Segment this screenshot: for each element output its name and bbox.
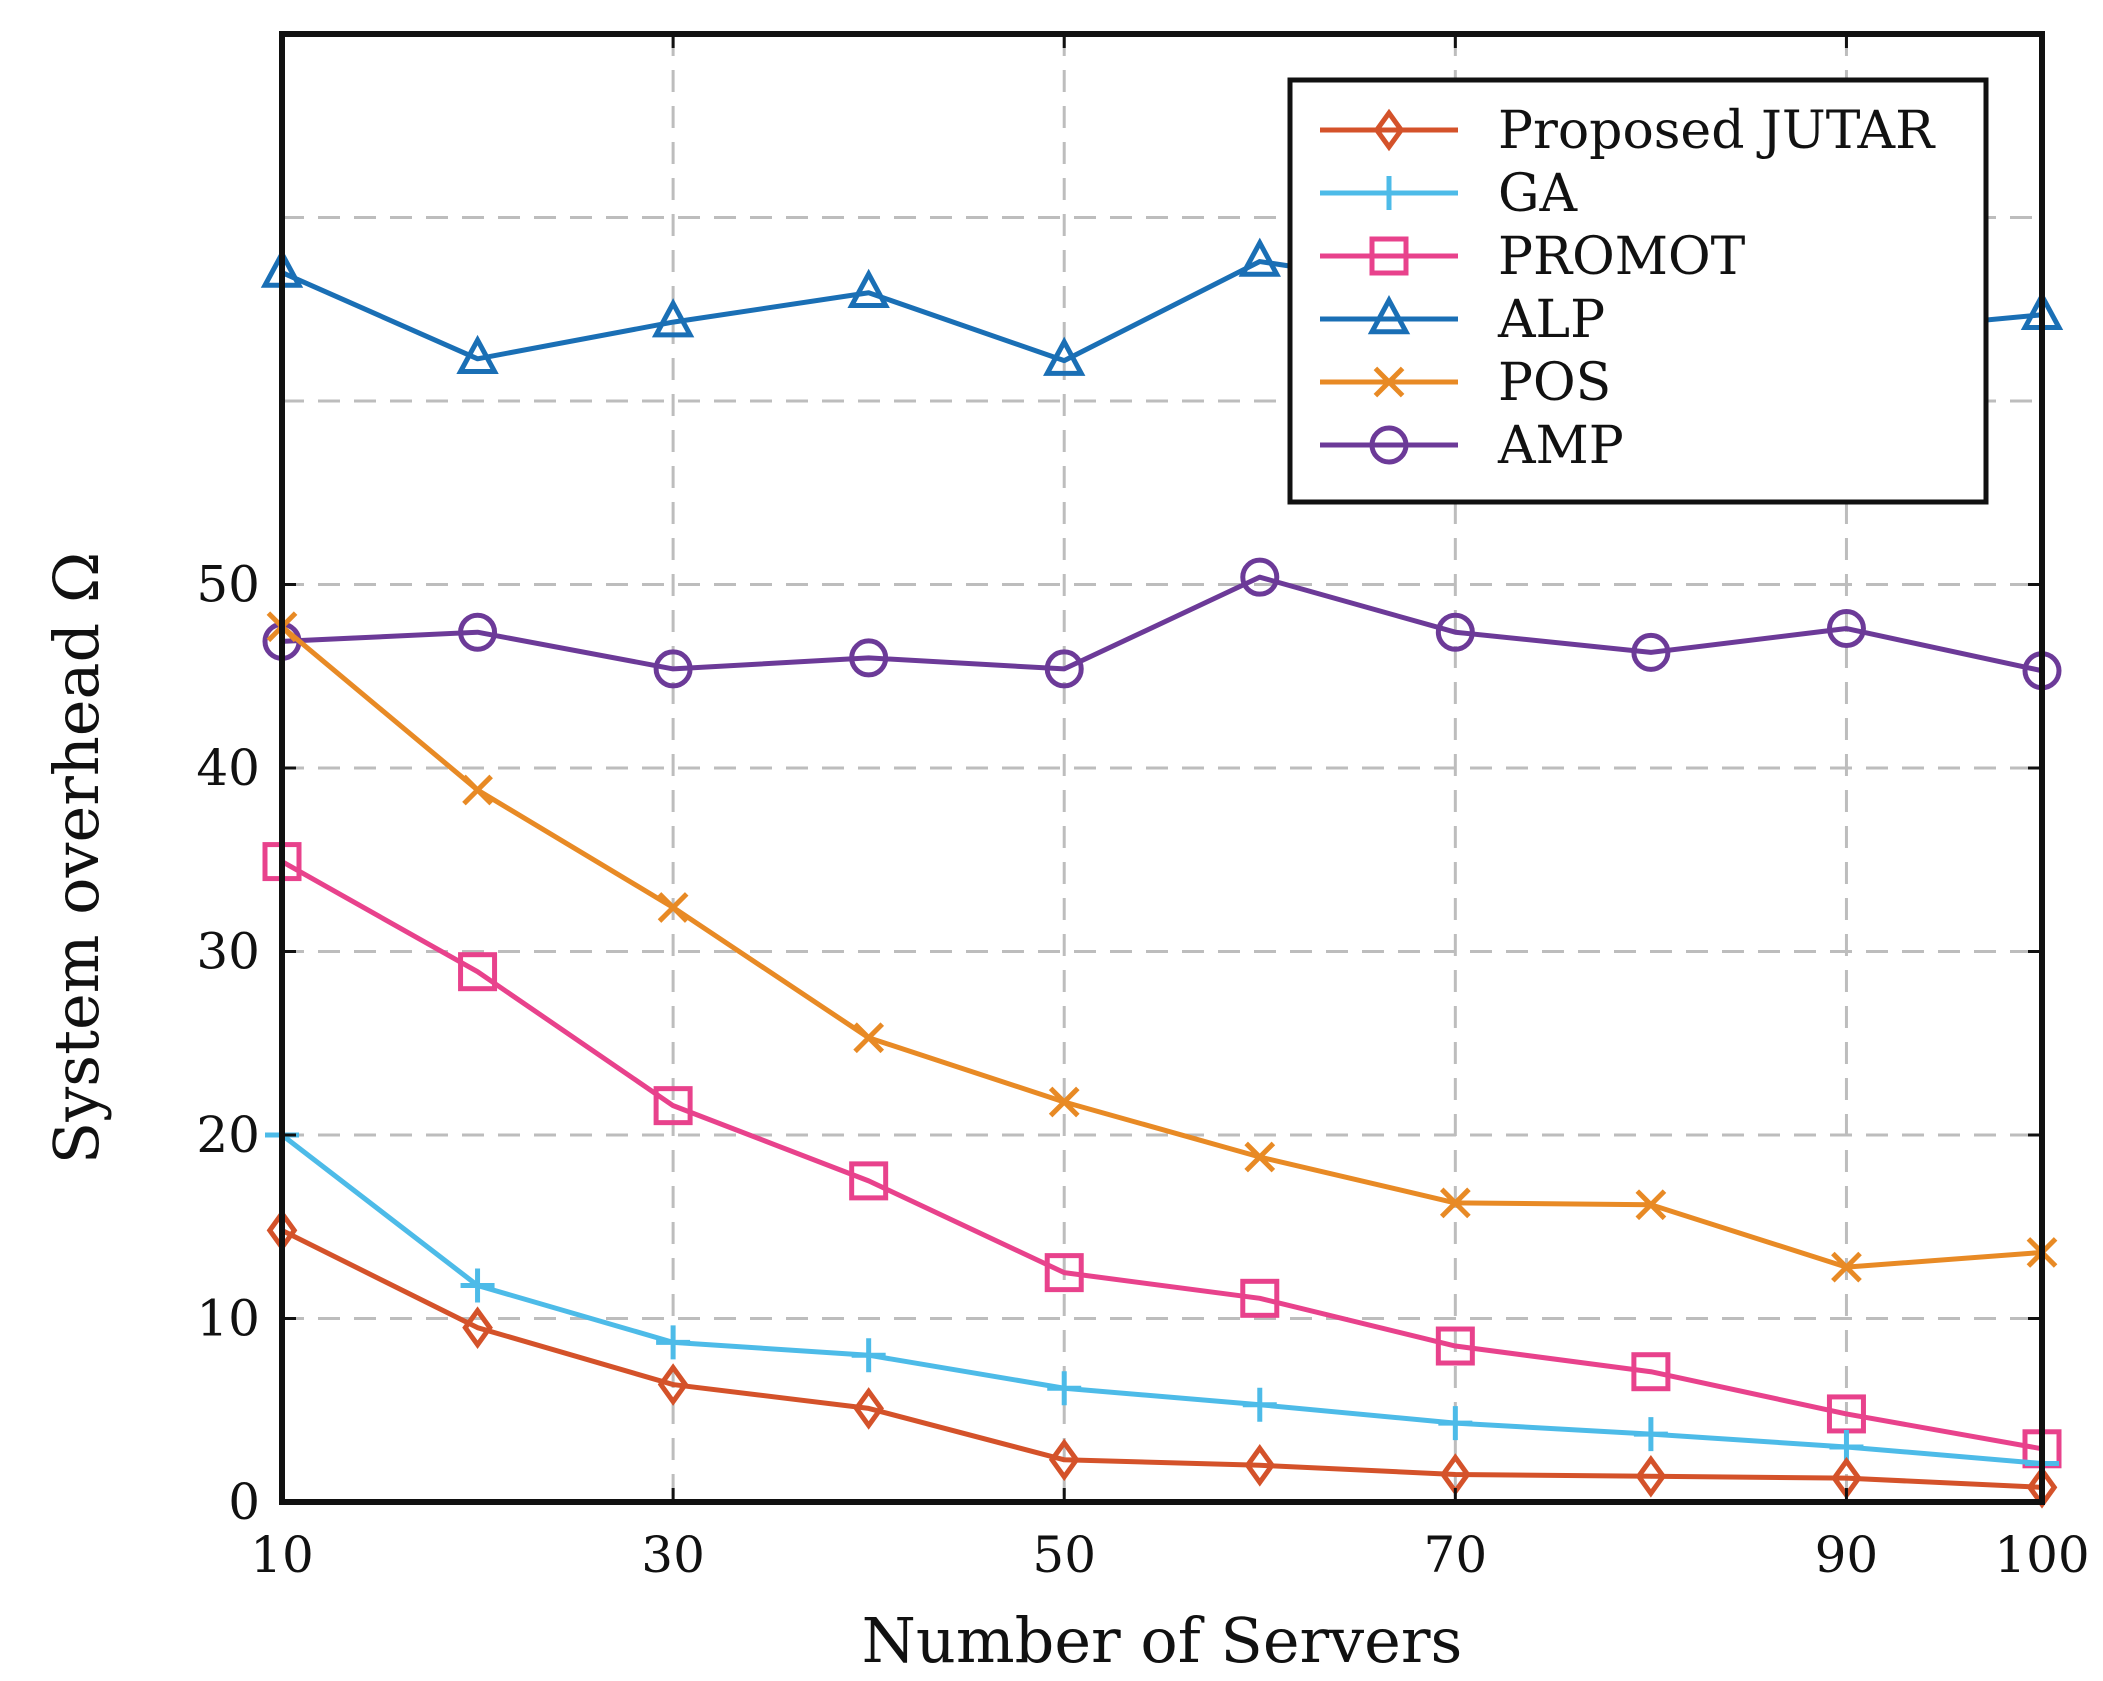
y-tick-label: 20 [196, 1106, 260, 1164]
data-point-amp [1044, 649, 1084, 689]
y-axis-title: System overhead Ω [40, 552, 113, 1165]
x-tick-label: 90 [1815, 1526, 1879, 1584]
legend-marker [1372, 176, 1406, 210]
series-pos [266, 611, 2058, 1283]
series-line-proposed-jutar [280, 1228, 2043, 1490]
data-point-promot [458, 952, 498, 992]
data-point-alp [1043, 336, 1086, 376]
data-point-alp [847, 268, 890, 308]
data-point-amp [1826, 609, 1866, 649]
legend-label: AMP [1497, 416, 1624, 476]
series-proposed-jutar [266, 1209, 2058, 1509]
x-tick-label: 70 [1424, 1526, 1488, 1584]
data-point-alp [651, 298, 695, 338]
legend-item-amp: AMP [1320, 416, 1624, 476]
data-point-pos [1439, 1187, 1471, 1219]
data-point-ga [460, 1268, 495, 1303]
legend-item-alp: ALP [1320, 290, 1605, 350]
data-point-promot [1240, 1278, 1280, 1318]
legend-label: PROMOT [1498, 227, 1746, 287]
series-ga [265, 1118, 2059, 1481]
series-amp [262, 557, 2062, 691]
data-point-amp [1240, 557, 1280, 597]
series-line-amp [281, 574, 2043, 674]
legend-marker [1373, 366, 1405, 398]
x-tick-label: 100 [1994, 1526, 2089, 1584]
legend-box [1287, 77, 1989, 505]
data-point-pos [1048, 1086, 1080, 1118]
y-tick-label: 40 [196, 739, 260, 797]
series-line-ga [280, 1133, 2043, 1466]
x-tick-label: 10 [250, 1526, 314, 1584]
x-axis-title: Number of Servers [862, 1604, 1463, 1677]
data-point-pos [657, 892, 689, 923]
data-point-ga [1242, 1387, 1277, 1422]
y-tick-label: 0 [228, 1473, 260, 1531]
data-point-promot [1044, 1253, 1084, 1293]
data-point-pos [462, 774, 493, 806]
data-point-pos [1635, 1189, 1667, 1221]
legend-label: ALP [1497, 290, 1605, 350]
data-point-proposed-jutar [853, 1387, 884, 1430]
series-line-pos [280, 624, 2043, 1270]
data-point-amp [1435, 612, 1475, 652]
series-line-promot [280, 859, 2043, 1452]
legend-item-ga: GA [1320, 164, 1579, 224]
data-point-proposed-jutar [1048, 1438, 1080, 1482]
data-point-amp [458, 612, 498, 652]
y-tick-label: 30 [196, 923, 260, 981]
legend-marker [1369, 236, 1409, 276]
legend-label: GA [1498, 164, 1579, 224]
legend-item-proposed-jutar: Proposed JUTAR [1320, 101, 1936, 161]
data-point-ga [656, 1325, 691, 1360]
data-point-ga [1438, 1406, 1473, 1441]
legend-label: POS [1498, 353, 1611, 413]
y-tick-label: 50 [196, 556, 260, 614]
data-point-promot [1631, 1352, 1671, 1392]
data-point-proposed-jutar [657, 1363, 689, 1406]
data-point-ga [1633, 1417, 1668, 1452]
data-point-amp [849, 638, 889, 678]
x-tick-label: 30 [641, 1526, 705, 1584]
data-point-promot [653, 1086, 693, 1126]
legend-marker [1369, 425, 1409, 465]
data-point-pos [1831, 1251, 1862, 1283]
data-point-promot [849, 1161, 889, 1201]
data-point-pos [1244, 1141, 1276, 1173]
legend-marker [1367, 295, 1411, 335]
legend-label: Proposed JUTAR [1498, 101, 1936, 161]
x-tick-label: 50 [1032, 1526, 1096, 1584]
y-tick-label: 10 [196, 1290, 260, 1348]
data-point-alp [456, 334, 499, 375]
data-point-proposed-jutar [1244, 1444, 1276, 1487]
data-point-amp [653, 649, 693, 689]
legend-marker [1373, 108, 1405, 152]
data-point-proposed-jutar [462, 1306, 493, 1349]
series-promot [262, 842, 2062, 1469]
data-point-proposed-jutar [1635, 1455, 1667, 1498]
data-point-ga [1047, 1371, 1082, 1406]
legend-item-promot: PROMOT [1320, 227, 1746, 287]
data-point-ga [851, 1338, 886, 1373]
data-point-amp [1631, 632, 1671, 672]
data-point-alp [1238, 237, 1281, 277]
legend-item-pos: POS [1320, 353, 1611, 413]
data-point-promot [1435, 1326, 1475, 1366]
data-point-pos [853, 1022, 885, 1054]
